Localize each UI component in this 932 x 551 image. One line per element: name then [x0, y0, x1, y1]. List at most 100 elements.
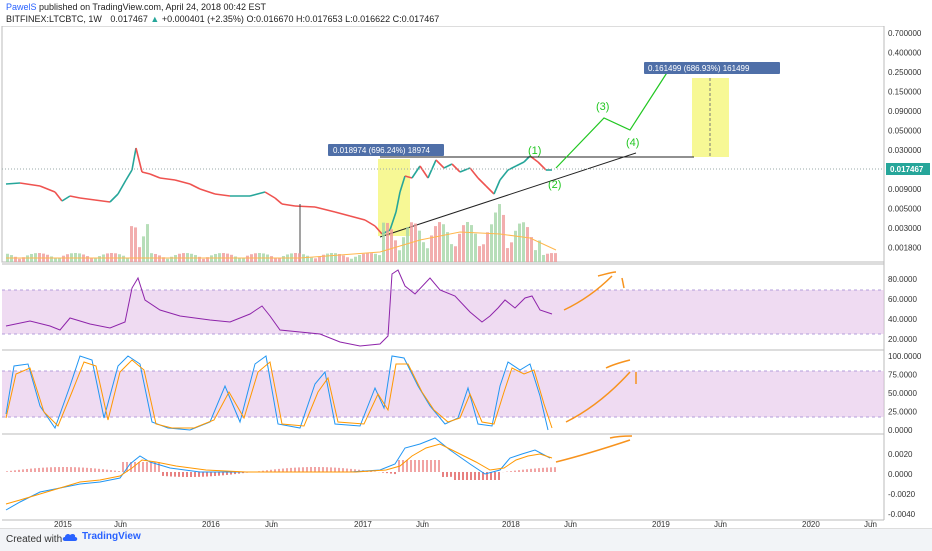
macd-hist-bar — [442, 472, 444, 477]
macd-hist-bar — [518, 470, 520, 472]
tradingview-cloud-icon — [62, 532, 78, 542]
price-segment — [40, 186, 55, 192]
macd-hist-bar — [166, 472, 168, 476]
price-axis-tick: 0.030000 — [888, 146, 922, 155]
volume-bar — [526, 227, 529, 262]
author-link[interactable]: PawelS — [6, 2, 37, 12]
volume-bar — [438, 222, 441, 262]
price-segment — [215, 194, 230, 196]
macd-hist-bar — [414, 460, 416, 472]
macd-hist-bar — [334, 468, 336, 472]
macd-hist-bar — [38, 468, 40, 472]
volume-bar — [474, 234, 477, 262]
volume-bar — [434, 226, 437, 262]
macd-hist-bar — [86, 468, 88, 472]
price-segment — [118, 180, 126, 194]
macd-hist-bar — [54, 467, 56, 472]
volume-bar — [146, 224, 149, 262]
price-segment — [265, 192, 275, 198]
wave-label-1: (1) — [528, 145, 541, 157]
macd-hist-bar — [146, 462, 148, 472]
macd-hist-bar — [514, 471, 516, 472]
macd-axis-tick: -0.0040 — [888, 510, 916, 519]
volume-bar — [494, 213, 497, 262]
macd-hist-bar — [58, 467, 60, 472]
macd-hist-bar — [346, 469, 348, 472]
volume-bar — [362, 254, 365, 262]
stoch-band — [2, 371, 884, 417]
volume-bars — [6, 204, 557, 262]
close-value: 0.017467 — [402, 14, 440, 24]
price-segment — [20, 183, 40, 186]
last-price: 0.017467 — [110, 14, 148, 24]
macd-hist-bar — [462, 472, 464, 480]
volume-bar — [534, 250, 537, 262]
volume-bar — [246, 256, 249, 262]
volume-bar — [194, 255, 197, 262]
macd-hist-bar — [10, 471, 12, 472]
volume-bar — [478, 246, 481, 262]
price-segment — [110, 194, 118, 202]
macd-hist-bar — [30, 469, 32, 472]
price-segment — [478, 178, 486, 186]
wave-projection — [556, 68, 670, 168]
open-value: 0.016670 — [256, 14, 294, 24]
macd-hist-bar — [102, 469, 104, 472]
macd-hist-bar — [302, 467, 304, 472]
volume-bar — [90, 258, 93, 262]
rsi-axis-tick: 60.0000 — [888, 295, 917, 304]
macd-hist-bar — [190, 472, 192, 477]
time-axis-tick: Jun — [564, 520, 577, 528]
close-label: C: — [393, 14, 402, 24]
volume-bar — [334, 253, 337, 262]
price-segment — [500, 170, 508, 180]
macd-hist-bar — [26, 469, 28, 472]
time-axis-tick: Jun — [864, 520, 877, 528]
volume-bar — [446, 232, 449, 262]
price-axis-tick: 0.400000 — [888, 49, 922, 58]
high-value: 0.017653 — [305, 14, 343, 24]
volume-bar — [482, 244, 485, 262]
volume-bar — [466, 222, 469, 262]
macd-hist-bar — [330, 467, 332, 472]
macd-line — [6, 438, 550, 510]
macd-hist-bar — [106, 470, 108, 472]
chart-area[interactable]: (1) (2) (3) (4) 0.018974 (696.24%) 18974… — [0, 26, 932, 528]
macd-hist-bar — [222, 472, 224, 475]
change-value: +0.000401 (+2.35%) — [162, 14, 244, 24]
high-label: H: — [296, 14, 305, 24]
stoch-axis-tick: 75.0000 — [888, 371, 917, 380]
volume-bar — [462, 225, 465, 262]
price-segment — [150, 174, 160, 178]
price-segment — [132, 148, 136, 170]
time-axis-tick: Jun — [114, 520, 127, 528]
symbol-label[interactable]: BITFINEX:LTCBTC, 1W — [6, 14, 102, 24]
volume-bar — [10, 255, 13, 262]
macd-hist-bar — [202, 472, 204, 477]
macd-hist-bar — [550, 467, 552, 472]
tradingview-brand[interactable]: TradingView — [62, 531, 141, 542]
macd-hist-bar — [134, 462, 136, 472]
volume-bar — [94, 258, 97, 262]
wave-label-2: (2) — [548, 179, 561, 191]
price-axis-tick: 0.009000 — [888, 185, 922, 194]
price-axis-tick: 0.003000 — [888, 224, 922, 233]
macd-hist-bar — [458, 472, 460, 480]
wave-label-3: (3) — [596, 101, 609, 113]
volume-bar — [158, 255, 161, 262]
price-segment — [315, 207, 335, 212]
volume-bar — [354, 257, 357, 262]
volume-bar — [370, 253, 373, 262]
macd-hist-bar — [434, 460, 436, 472]
macd-hist-bar — [62, 467, 64, 472]
macd-hist-bar — [210, 472, 212, 476]
volume-bar — [238, 258, 241, 262]
price-segment — [136, 148, 142, 172]
price-axis-tick: 0.001800 — [888, 244, 922, 253]
time-axis-tick: 2016 — [202, 520, 220, 528]
macd-hist-bar — [50, 467, 52, 472]
rsi-axis-tick: 40.0000 — [888, 315, 917, 324]
macd-hist-bar — [218, 472, 220, 476]
price-segment — [126, 170, 132, 180]
